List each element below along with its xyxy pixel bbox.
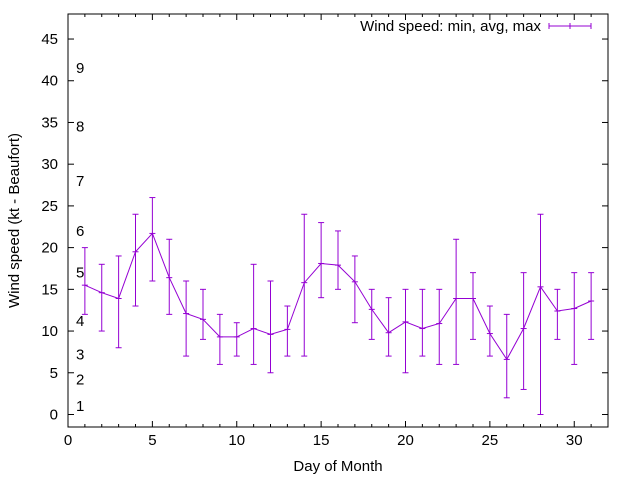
- errorbar-day-29: [554, 288, 561, 340]
- errorbar-day-21: [419, 288, 426, 357]
- y-tick-label: 25: [41, 198, 58, 215]
- y-axis-label: Wind speed (kt - Beaufort): [6, 133, 23, 308]
- errorbar-day-7: [183, 280, 190, 357]
- beaufort-label: 5: [76, 265, 84, 282]
- errorbar-day-31: [588, 272, 595, 340]
- errorbar-day-10: [233, 322, 240, 357]
- errorbar-day-8: [200, 288, 206, 340]
- beaufort-label: 7: [76, 173, 84, 190]
- errorbar-day-3: [115, 255, 122, 349]
- y-tick-label: 35: [41, 114, 58, 131]
- y-tick-label: 20: [41, 240, 58, 257]
- y-tick-label: 40: [41, 73, 58, 90]
- errorbar-day-16: [335, 230, 341, 290]
- errorbar-day-22: [436, 288, 443, 365]
- x-tick-label: 5: [148, 432, 156, 449]
- errorbar-day-12: [267, 280, 274, 374]
- beaufort-label: 4: [76, 313, 84, 330]
- errorbar-day-28: [537, 213, 544, 415]
- errorbar-day-19: [385, 297, 392, 357]
- x-axis-label: Day of Month: [293, 458, 382, 475]
- errorbar-day-30: [571, 272, 578, 365]
- y-tick-label: 0: [50, 406, 58, 423]
- x-tick-label: 0: [64, 432, 72, 449]
- y-tick-label: 5: [50, 365, 58, 382]
- plot-frame: [67, 13, 609, 428]
- errorbar-day-17: [351, 255, 358, 324]
- errorbar-day-14: [301, 213, 308, 357]
- beaufort-label: 1: [76, 398, 84, 415]
- errorbar-day-2: [98, 263, 105, 332]
- x-tick-label: 30: [566, 432, 583, 449]
- beaufort-label: 9: [76, 60, 84, 77]
- errorbar-day-18: [368, 288, 375, 340]
- errorbar-day-1: [81, 247, 88, 315]
- series-plot: [81, 197, 595, 415]
- errorbar-day-25: [486, 305, 493, 357]
- errorbar-day-15: [318, 222, 325, 299]
- beaufort-scale-labels: 1 2 3 4 5 6 7 8 9: [76, 60, 84, 415]
- legend: Wind speed: min, avg, max: [360, 18, 592, 35]
- errorbar-day-27: [520, 272, 527, 390]
- y-tick-label: 10: [41, 323, 58, 340]
- beaufort-label: 8: [76, 119, 84, 136]
- errorbar-day-20: [402, 288, 409, 374]
- y-tick-label: 30: [41, 156, 58, 173]
- beaufort-label: 3: [76, 346, 84, 363]
- beaufort-label: 6: [76, 223, 84, 240]
- legend-label: Wind speed: min, avg, max: [360, 18, 541, 35]
- errorbar-day-24: [470, 272, 476, 340]
- y-tick-label: 45: [41, 31, 58, 48]
- x-tick-label: 25: [482, 432, 499, 449]
- beaufort-label: 2: [76, 371, 84, 388]
- errorbar-day-9: [216, 313, 223, 365]
- errorbar-day-11: [250, 263, 257, 365]
- errorbar-day-13: [284, 305, 291, 357]
- x-tick-label: 20: [397, 432, 414, 449]
- y-tick-label: 15: [41, 281, 58, 298]
- tick-marks: [67, 14, 608, 427]
- legend-key: [548, 23, 592, 29]
- avg-line: [84, 232, 592, 361]
- x-tick-label: 10: [228, 432, 245, 449]
- y-tick-labels: 0 5 10 15 20 25 30 35 40 45: [41, 31, 58, 423]
- x-tick-label: 15: [313, 432, 330, 449]
- x-tick-labels: 0 5 10 15 20 25 30: [64, 432, 583, 449]
- errorbar-day-4: [132, 213, 139, 307]
